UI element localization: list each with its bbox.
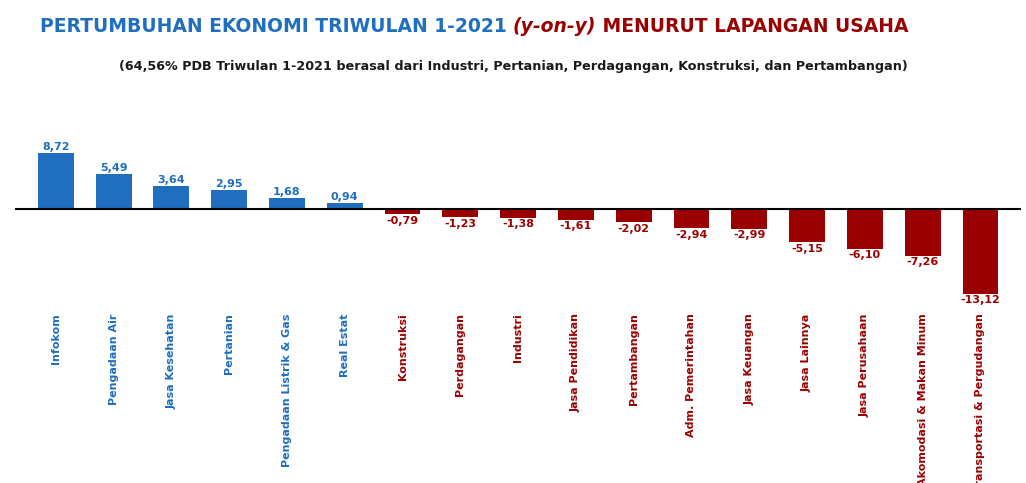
- Bar: [385, 209, 421, 214]
- Text: -5,15: -5,15: [791, 244, 823, 254]
- Bar: [616, 209, 652, 222]
- Text: (64,56% PDB Triwulan 1-2021 berasal dari Industri, Pertanian, Perdagangan, Konst: (64,56% PDB Triwulan 1-2021 berasal dari…: [119, 60, 907, 73]
- Bar: [674, 209, 709, 228]
- Text: PERTUMBUHAN EKONOMI TRIWULAN 1-2021: PERTUMBUHAN EKONOMI TRIWULAN 1-2021: [40, 17, 513, 36]
- Bar: [442, 209, 478, 217]
- Text: -1,38: -1,38: [502, 219, 535, 229]
- Bar: [95, 174, 131, 209]
- Bar: [962, 209, 998, 294]
- Bar: [38, 153, 74, 209]
- Bar: [732, 209, 767, 228]
- Text: 1,68: 1,68: [273, 187, 301, 197]
- Text: 2,95: 2,95: [215, 179, 243, 189]
- Text: 3,64: 3,64: [158, 174, 186, 185]
- Text: -7,26: -7,26: [907, 257, 939, 268]
- Bar: [846, 209, 882, 249]
- Text: -1,61: -1,61: [560, 221, 592, 231]
- Text: -2,94: -2,94: [675, 229, 708, 240]
- Bar: [269, 199, 305, 209]
- Bar: [211, 190, 247, 209]
- Text: -13,12: -13,12: [960, 295, 1000, 305]
- Bar: [501, 209, 536, 218]
- Text: -0,79: -0,79: [387, 216, 419, 226]
- Text: -2,02: -2,02: [618, 224, 649, 234]
- Text: -2,99: -2,99: [734, 230, 765, 240]
- Text: -6,10: -6,10: [849, 250, 881, 260]
- Bar: [558, 209, 594, 220]
- Text: (y-on-y): (y-on-y): [513, 17, 596, 36]
- Bar: [905, 209, 941, 256]
- Text: MENURUT LAPANGAN USAHA: MENURUT LAPANGAN USAHA: [596, 17, 909, 36]
- Bar: [327, 203, 362, 209]
- Text: -1,23: -1,23: [444, 218, 476, 228]
- Text: 8,72: 8,72: [42, 142, 70, 152]
- Text: 0,94: 0,94: [331, 192, 358, 202]
- Text: 5,49: 5,49: [100, 163, 127, 172]
- Bar: [154, 186, 190, 209]
- Bar: [789, 209, 825, 242]
